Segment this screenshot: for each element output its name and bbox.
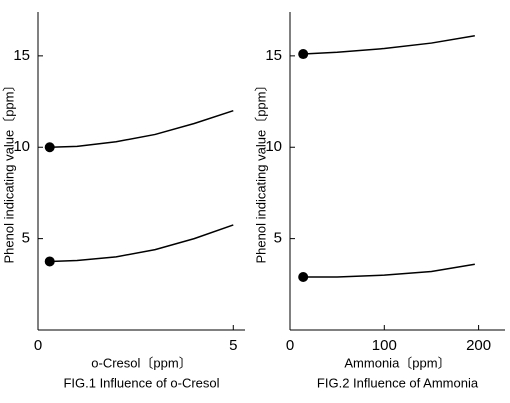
y-axis-label: Phenol indicating value〔ppm〕 — [1, 79, 16, 264]
x-tick-label: 0 — [286, 337, 294, 354]
y-tick-label: 15 — [13, 47, 30, 64]
series-line — [303, 263, 475, 278]
start-marker — [44, 142, 55, 153]
start-marker — [44, 256, 55, 267]
x-tick-label: 0 — [34, 337, 42, 354]
x-axis-label: Ammonia〔ppm〕 — [344, 355, 450, 370]
y-tick-label: 10 — [265, 138, 282, 155]
y-tick-label: 15 — [265, 47, 282, 64]
y-tick-label: 5 — [22, 230, 30, 247]
start-marker — [298, 49, 309, 60]
series-line — [303, 35, 475, 55]
y-tick-label: 10 — [13, 138, 30, 155]
x-tick-label: 200 — [466, 337, 491, 354]
caption: FIG.2 Influence of Ammonia — [317, 375, 479, 390]
series-line — [49, 224, 234, 263]
y-axis-label: Phenol indicating value〔ppm〕 — [253, 79, 268, 264]
x-axis-label: o-Cresol〔ppm〕 — [91, 355, 191, 370]
start-marker — [298, 272, 309, 282]
caption: FIG.1 Influence of o-Cresol — [63, 375, 219, 390]
x-tick-label: 5 — [229, 337, 237, 354]
series-line — [49, 109, 234, 148]
x-tick-label: 100 — [372, 337, 397, 354]
y-tick-label: 5 — [274, 230, 282, 247]
